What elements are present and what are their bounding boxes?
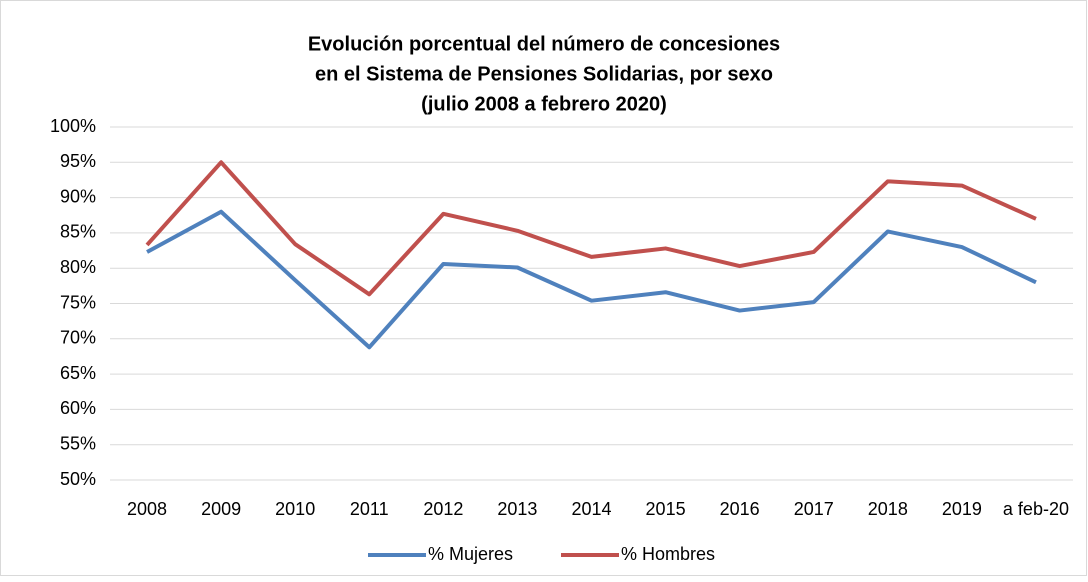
chart-title: en el Sistema de Pensiones Solidarias, p… (315, 63, 773, 85)
x-tick-label: a feb-20 (1003, 499, 1069, 519)
x-tick-label: 2011 (350, 499, 389, 519)
x-tick-label: 2016 (720, 499, 760, 519)
y-tick-label: 95% (60, 151, 96, 171)
x-tick-label: 2009 (201, 499, 241, 519)
y-tick-label: 85% (60, 222, 96, 242)
y-tick-label: 55% (60, 433, 96, 453)
legend-label: % Mujeres (428, 544, 513, 564)
y-tick-label: 60% (60, 398, 96, 418)
x-tick-label: 2019 (942, 499, 982, 519)
x-tick-label: 2015 (646, 499, 686, 519)
x-tick-label: 2010 (275, 499, 315, 519)
data-line (146, 209, 1037, 350)
chart-title: Evolución porcentual del número de conce… (308, 33, 780, 55)
x-tick-label: 2012 (423, 499, 463, 519)
y-tick-label: 50% (60, 469, 96, 489)
data-line (145, 160, 1037, 297)
y-tick-label: 80% (60, 257, 96, 277)
x-tick-label: 2013 (497, 499, 537, 519)
y-tick-label: 65% (60, 363, 96, 383)
legend-label: % Hombres (621, 544, 715, 564)
x-tick-label: 2008 (127, 499, 167, 519)
y-tick-label: 70% (60, 328, 96, 348)
x-tick-label: 2017 (794, 499, 834, 519)
x-tick-label: 2014 (571, 499, 611, 519)
y-tick-label: 75% (60, 292, 96, 312)
chart-title: (julio 2008 a febrero 2020) (421, 93, 667, 115)
y-tick-label: 100% (50, 116, 96, 136)
y-tick-label: 90% (60, 186, 96, 206)
x-tick-label: 2018 (868, 499, 908, 519)
